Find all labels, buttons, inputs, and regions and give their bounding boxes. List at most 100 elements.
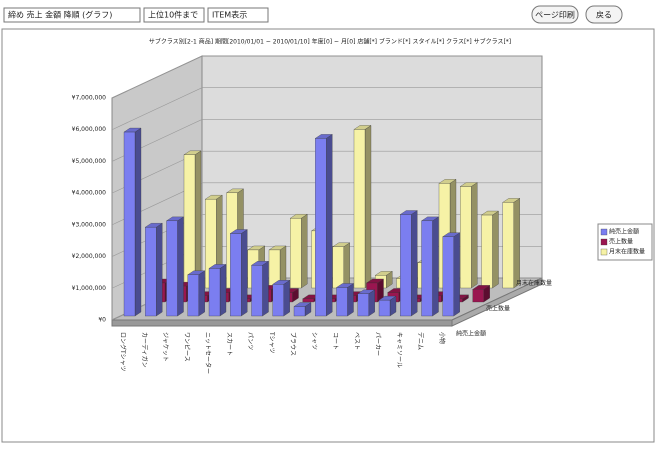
chart-subtitle: サブクラス別[2-1 商品] 期間[2010/01/01 ~ 2010/01/1… [149,38,511,46]
bar [144,222,163,317]
select[interactable] [3,7,141,23]
x-tick-label: シャツ [310,332,317,350]
bar-front [290,218,302,289]
bar-side [347,283,354,317]
legend-label: 月末在庫数量 [609,248,645,256]
bar-side [471,182,478,289]
bar-side [301,213,308,289]
legend-swatch [600,248,608,256]
bar [268,245,287,289]
bar [272,280,291,317]
bar [336,283,354,317]
bar-front [208,268,221,317]
y-tick-label: ¥2,000,000 [72,253,107,260]
bar [459,182,478,289]
bar [353,125,372,289]
x-tick-label: ワンピース [183,332,190,362]
bar-side [432,216,439,317]
x-tick-label: カーディガン [140,332,148,368]
floor-edge [111,319,453,327]
grid-line [111,182,542,226]
select[interactable] [143,7,205,23]
x-tick-label: ジャケット [162,332,169,362]
y-tick-label: ¥3,000,000 [72,221,107,228]
grid-line [111,119,542,162]
bar-front [353,129,366,289]
bar [208,264,227,317]
bar-side [241,229,248,317]
bar-front [336,287,348,317]
bar-front [145,227,157,317]
plot: ¥0 ¥1,000,000 ¥2,000,000 ¥3,000,000 ¥4,000,0… [72,55,653,374]
bar [314,134,333,317]
y-tick-label: ¥5,000,000 [72,158,107,165]
bar-front [442,236,454,317]
x-tick-label: ブラウス [289,332,297,356]
bar-side [262,260,269,317]
legend-swatch [600,238,608,246]
bar-front [421,220,433,317]
bar-front [230,233,242,317]
bar-front [460,186,472,289]
x-tick-label: パーカー [374,332,381,356]
y-tick-label: ¥7,000,000 [72,95,107,102]
bar-front [378,299,391,317]
bar [421,216,439,317]
select-text[interactable]: 締め 売上 金額 降順 (グラフ) [8,10,112,20]
bar-front [357,293,369,317]
bar-front [251,265,263,317]
bar-front [502,202,514,289]
bar-front [293,306,306,317]
grid-line [111,87,542,130]
legend-swatch [600,228,608,236]
bar [472,285,491,303]
bar-front [123,131,136,317]
y-tick-label: ¥6,000,000 [72,126,107,133]
legend-label: 純売上金額 [609,228,639,236]
select-text[interactable]: ITEM表示 [212,10,247,20]
bar-side [368,289,375,317]
bar-side [364,125,372,289]
bar-side [453,232,460,317]
select-text[interactable]: 上位10件まで [148,10,198,20]
bar-front [166,220,178,317]
bar-front [272,284,284,317]
bar [502,198,521,289]
bar [357,289,376,317]
button[interactable] [585,5,623,24]
toolbar: 締め 売上 金額 降順 (グラフ) 上位10件まで ITEM表示 ページ印刷 戻… [3,5,623,24]
depth-label: 売上数量 [486,304,510,312]
x-tick-label: キャミソール [395,332,402,368]
bar-side [411,210,418,317]
depth-label: 月末在庫数量 [516,279,552,287]
x-tick-label: デニム [417,332,425,350]
grid-line [111,55,542,99]
select[interactable] [207,7,269,23]
button-text[interactable]: 戻る [596,10,612,20]
bar-front [302,298,314,303]
bar-side [343,242,350,289]
x-tick-label: Tシャツ [268,331,275,354]
grid-line [111,214,542,257]
x-tick-label: 小物 [438,332,446,344]
bar [229,229,248,317]
bar-front [472,289,484,303]
bar [183,150,202,289]
bar [293,302,312,317]
bar-side [177,216,184,317]
y-tick-label: ¥4,000,000 [72,190,107,197]
bar-side [492,210,499,289]
bar [251,260,269,317]
button-text[interactable]: ページ印刷 [535,11,575,20]
bar [123,127,142,317]
bar-front [315,138,327,317]
button[interactable] [531,5,579,24]
bar-front [400,214,412,317]
bar-front [481,214,493,289]
y-tick-label: ¥0 [98,317,106,324]
x-tick-label: スカート [225,332,232,356]
bar-side [134,127,142,317]
x-tick-label: ロングTシャツ [119,332,127,372]
bar-side [513,198,520,289]
